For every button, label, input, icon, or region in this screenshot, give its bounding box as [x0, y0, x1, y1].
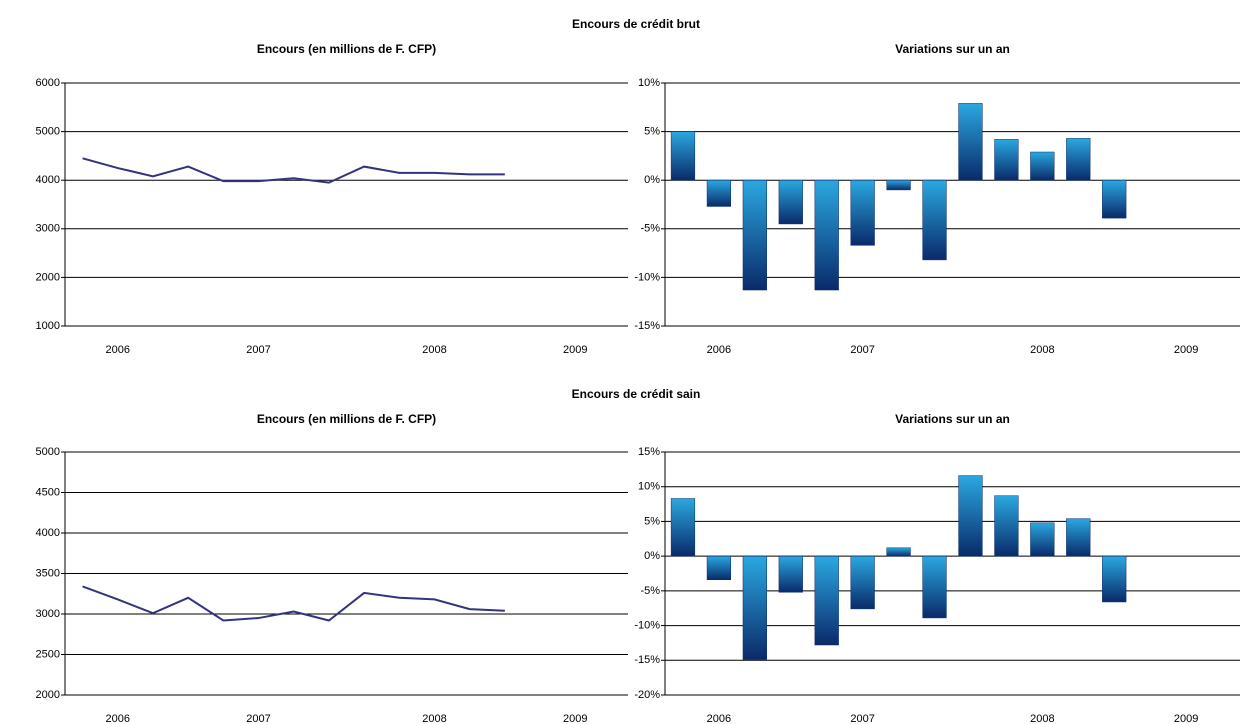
- chart-title: Variations sur un an: [895, 42, 1010, 56]
- x-tick-label: 2008: [1030, 344, 1054, 356]
- bar: [778, 555, 803, 593]
- bar: [850, 179, 875, 246]
- x-tick-label: 2007: [246, 713, 270, 724]
- line-series: [82, 157, 505, 184]
- bar: [1030, 151, 1055, 181]
- y-tick-label: 15%: [638, 446, 660, 458]
- bar: [886, 179, 911, 191]
- x-tick-label: 2009: [1174, 713, 1198, 724]
- y-tick-label: 0%: [644, 550, 660, 562]
- y-tick-label: 10%: [638, 481, 660, 493]
- y-tick-label: -20%: [634, 689, 660, 701]
- x-tick-label: 2007: [246, 344, 270, 356]
- y-tick-label: 4500: [36, 486, 60, 498]
- x-tick-label: 2009: [563, 344, 587, 356]
- y-tick-label: 5000: [36, 126, 60, 138]
- section-title: Encours de crédit brut: [572, 17, 700, 31]
- x-tick-label: 2008: [422, 713, 446, 724]
- bar: [814, 179, 839, 291]
- bar: [742, 555, 767, 660]
- x-tick-label: 2008: [422, 344, 446, 356]
- line-series: [82, 585, 505, 622]
- bar: [886, 547, 911, 557]
- y-tick-label: 3500: [36, 567, 60, 579]
- x-tick-label: 2007: [850, 713, 874, 724]
- y-tick-label: -5%: [640, 223, 660, 235]
- y-tick-label: 4000: [36, 174, 60, 186]
- bar: [1030, 522, 1055, 557]
- bar: [958, 103, 983, 181]
- x-tick-label: 2006: [707, 344, 731, 356]
- y-tick-label: 6000: [36, 77, 60, 89]
- bar: [958, 475, 983, 557]
- x-tick-label: 2006: [106, 344, 130, 356]
- x-tick-label: 2007: [850, 344, 874, 356]
- y-tick-label: 1000: [36, 320, 60, 332]
- section-title: Encours de crédit sain: [572, 387, 701, 401]
- bar: [922, 555, 947, 619]
- y-tick-label: 2000: [36, 689, 60, 701]
- bar: [994, 139, 1019, 181]
- bar: [994, 495, 1019, 557]
- y-tick-label: -5%: [640, 585, 660, 597]
- y-tick-label: -15%: [634, 320, 660, 332]
- y-tick-label: 2500: [36, 648, 60, 660]
- chart-title: Encours (en millions de F. CFP): [257, 412, 436, 426]
- y-tick-label: -15%: [634, 654, 660, 666]
- y-tick-label: -10%: [634, 619, 660, 631]
- x-tick-label: 2009: [1174, 344, 1198, 356]
- y-tick-label: 10%: [638, 77, 660, 89]
- y-tick-label: 2000: [36, 271, 60, 283]
- chart-title: Variations sur un an: [895, 412, 1010, 426]
- bar: [1102, 555, 1127, 603]
- y-tick-label: 3000: [36, 608, 60, 620]
- bar: [814, 555, 839, 646]
- y-tick-label: 5%: [644, 126, 660, 138]
- bar: [1066, 518, 1091, 557]
- bar: [1102, 179, 1127, 219]
- x-tick-label: 2006: [106, 713, 130, 724]
- chart-title: Encours (en millions de F. CFP): [257, 42, 436, 56]
- bar: [706, 179, 732, 207]
- bar: [670, 498, 696, 557]
- bar: [922, 179, 947, 261]
- bar: [778, 179, 803, 225]
- y-tick-label: 4000: [36, 527, 60, 539]
- y-tick-label: 5000: [36, 446, 60, 458]
- bar: [1066, 138, 1091, 181]
- x-tick-label: 2009: [563, 713, 587, 724]
- y-tick-label: 5%: [644, 515, 660, 527]
- bar: [670, 131, 696, 181]
- bar: [742, 179, 767, 291]
- y-tick-label: 0%: [644, 174, 660, 186]
- x-tick-label: 2006: [707, 713, 731, 724]
- y-tick-label: -10%: [634, 271, 660, 283]
- y-tick-label: 3000: [36, 223, 60, 235]
- x-tick-label: 2008: [1030, 713, 1054, 724]
- bar: [850, 555, 875, 610]
- bar: [706, 555, 732, 580]
